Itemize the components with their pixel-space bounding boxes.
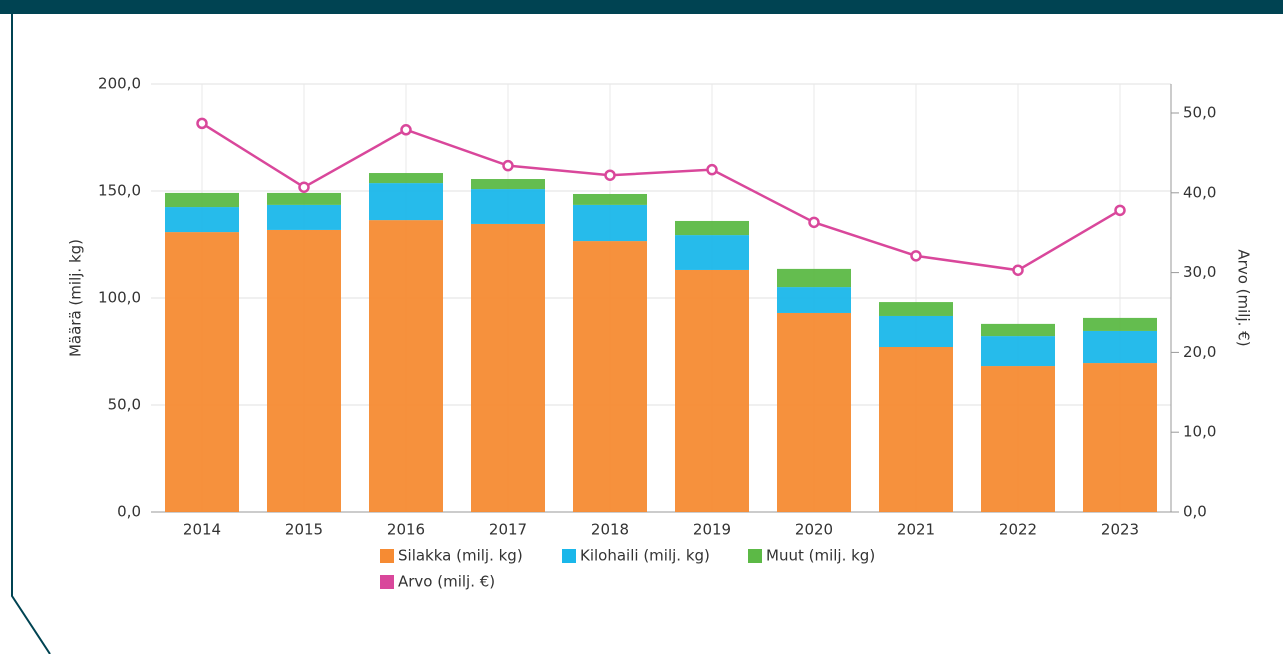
bar [471, 179, 545, 190]
bar [573, 193, 647, 205]
bar [165, 232, 239, 512]
bar [879, 315, 953, 348]
bar [777, 287, 851, 313]
bar [675, 220, 749, 236]
bar [369, 173, 443, 184]
x-tick-label: 2019 [693, 521, 731, 539]
bar [675, 269, 749, 512]
bar [1083, 330, 1157, 364]
legend-swatch [380, 575, 394, 589]
frame-line [11, 14, 51, 654]
bar [573, 204, 647, 242]
bar [267, 229, 341, 512]
x-tick-label: 2016 [387, 521, 425, 539]
line-point [502, 159, 514, 172]
y-tick-label: 200,0 [98, 75, 141, 93]
line-point [604, 169, 616, 181]
legend-swatch [380, 549, 394, 563]
x-tick-label: 2017 [489, 521, 527, 539]
bar [267, 192, 341, 205]
y2-tick-label: 10,0 [1183, 423, 1216, 441]
bar [267, 204, 341, 230]
y2-tick-label: 20,0 [1183, 343, 1216, 361]
y-axis-title: Määrä (milj. kg) [67, 239, 85, 357]
x-tick-label: 2020 [795, 521, 833, 539]
x-tick-label: 2023 [1101, 521, 1139, 539]
line-point [706, 163, 718, 176]
bar [777, 268, 851, 288]
bar [675, 235, 749, 270]
bar [369, 220, 443, 512]
legend-label: Muut (milj. kg) [766, 547, 875, 565]
legend-swatch [748, 549, 762, 563]
line-point [298, 181, 310, 193]
legend-swatch [562, 549, 576, 563]
bar [777, 312, 851, 512]
bar [471, 189, 545, 224]
y2-axis-title: Arvo (milj. €) [1235, 249, 1253, 346]
bar [165, 192, 239, 208]
line-point [400, 124, 412, 136]
bar [1083, 363, 1157, 512]
y-tick-label: 150,0 [98, 182, 141, 200]
bar [573, 241, 647, 513]
bar [471, 223, 545, 512]
legend-label: Silakka (milj. kg) [398, 547, 523, 565]
y-tick-label: 0,0 [117, 503, 141, 521]
y-tick-label: 50,0 [108, 396, 141, 414]
line-point [808, 216, 820, 229]
line-point [910, 250, 922, 262]
bar [369, 183, 443, 221]
x-tick-label: 2021 [897, 521, 935, 539]
y2-tick-label: 50,0 [1183, 104, 1216, 122]
bar [1083, 317, 1157, 331]
bar [981, 366, 1055, 512]
y2-tick-label: 0,0 [1183, 503, 1207, 521]
bar [165, 207, 239, 233]
y-tick-label: 100,0 [98, 289, 141, 307]
line [201, 122, 1121, 272]
y2-tick-label: 40,0 [1183, 183, 1216, 201]
x-tick-label: 2018 [591, 521, 629, 539]
legend-label: Kilohaili (milj. kg) [580, 547, 710, 565]
bar [879, 302, 953, 316]
bar [981, 336, 1055, 367]
legend-label: Arvo (milj. €) [398, 573, 495, 591]
line-point [196, 117, 208, 130]
header-bar [0, 0, 1283, 14]
bar [981, 323, 1055, 337]
x-tick-label: 2022 [999, 521, 1037, 539]
line-point [1114, 204, 1126, 217]
x-tick-label: 2015 [285, 521, 323, 539]
bar [879, 347, 953, 512]
line-point [1012, 264, 1024, 276]
y2-tick-label: 30,0 [1183, 263, 1216, 281]
x-tick-label: 2014 [183, 521, 221, 539]
